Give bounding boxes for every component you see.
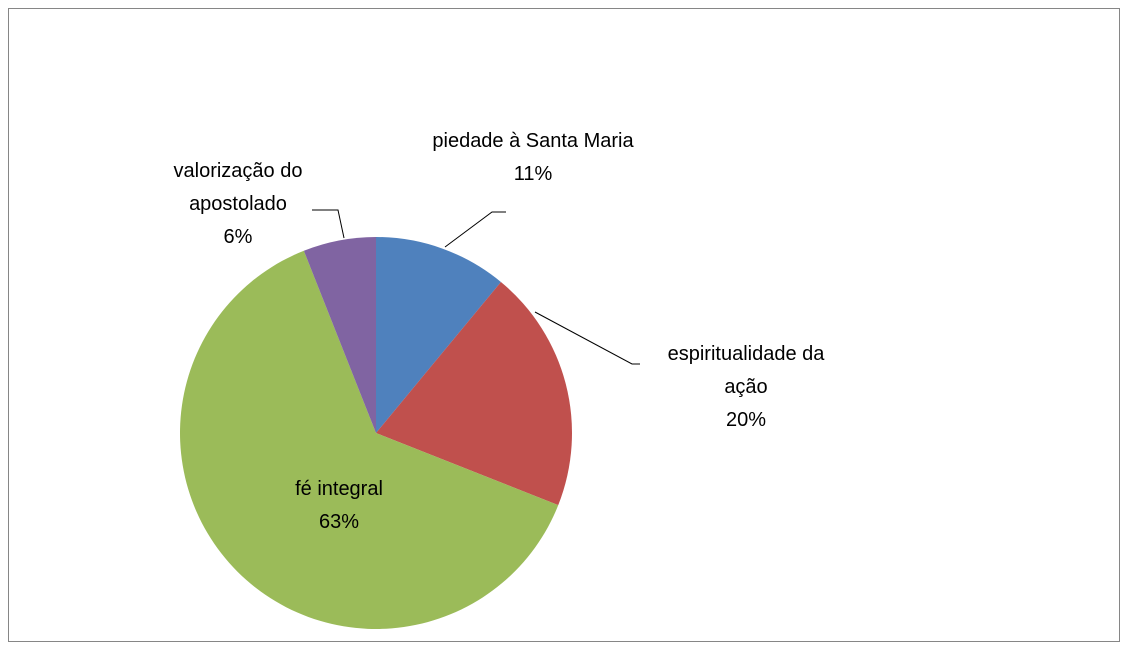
leader-line [444,211,506,248]
leader-line [534,311,640,365]
value-label: 11% [513,163,553,185]
category-label: espiritualidade da ação [667,343,825,398]
leader-line [312,209,345,239]
value-label: 6% [223,226,253,248]
data-label: fé integral 63% [264,473,414,539]
data-label: piedade à Santa Maria 11% [428,125,638,191]
pie-slice [303,237,376,433]
value-label: 63% [318,511,360,533]
pie-slice [376,237,501,433]
pie-slice [180,250,559,630]
category-label: fé integral [295,478,383,500]
value-label: 20% [725,409,767,431]
data-label: espiritualidade da ação 20% [656,338,836,437]
data-label: valorização do apostolado 6% [153,155,323,254]
pie-slice [376,281,573,506]
chart-frame [8,8,1120,642]
category-label: valorização do apostolado [173,160,303,215]
category-label: piedade à Santa Maria [432,130,634,152]
